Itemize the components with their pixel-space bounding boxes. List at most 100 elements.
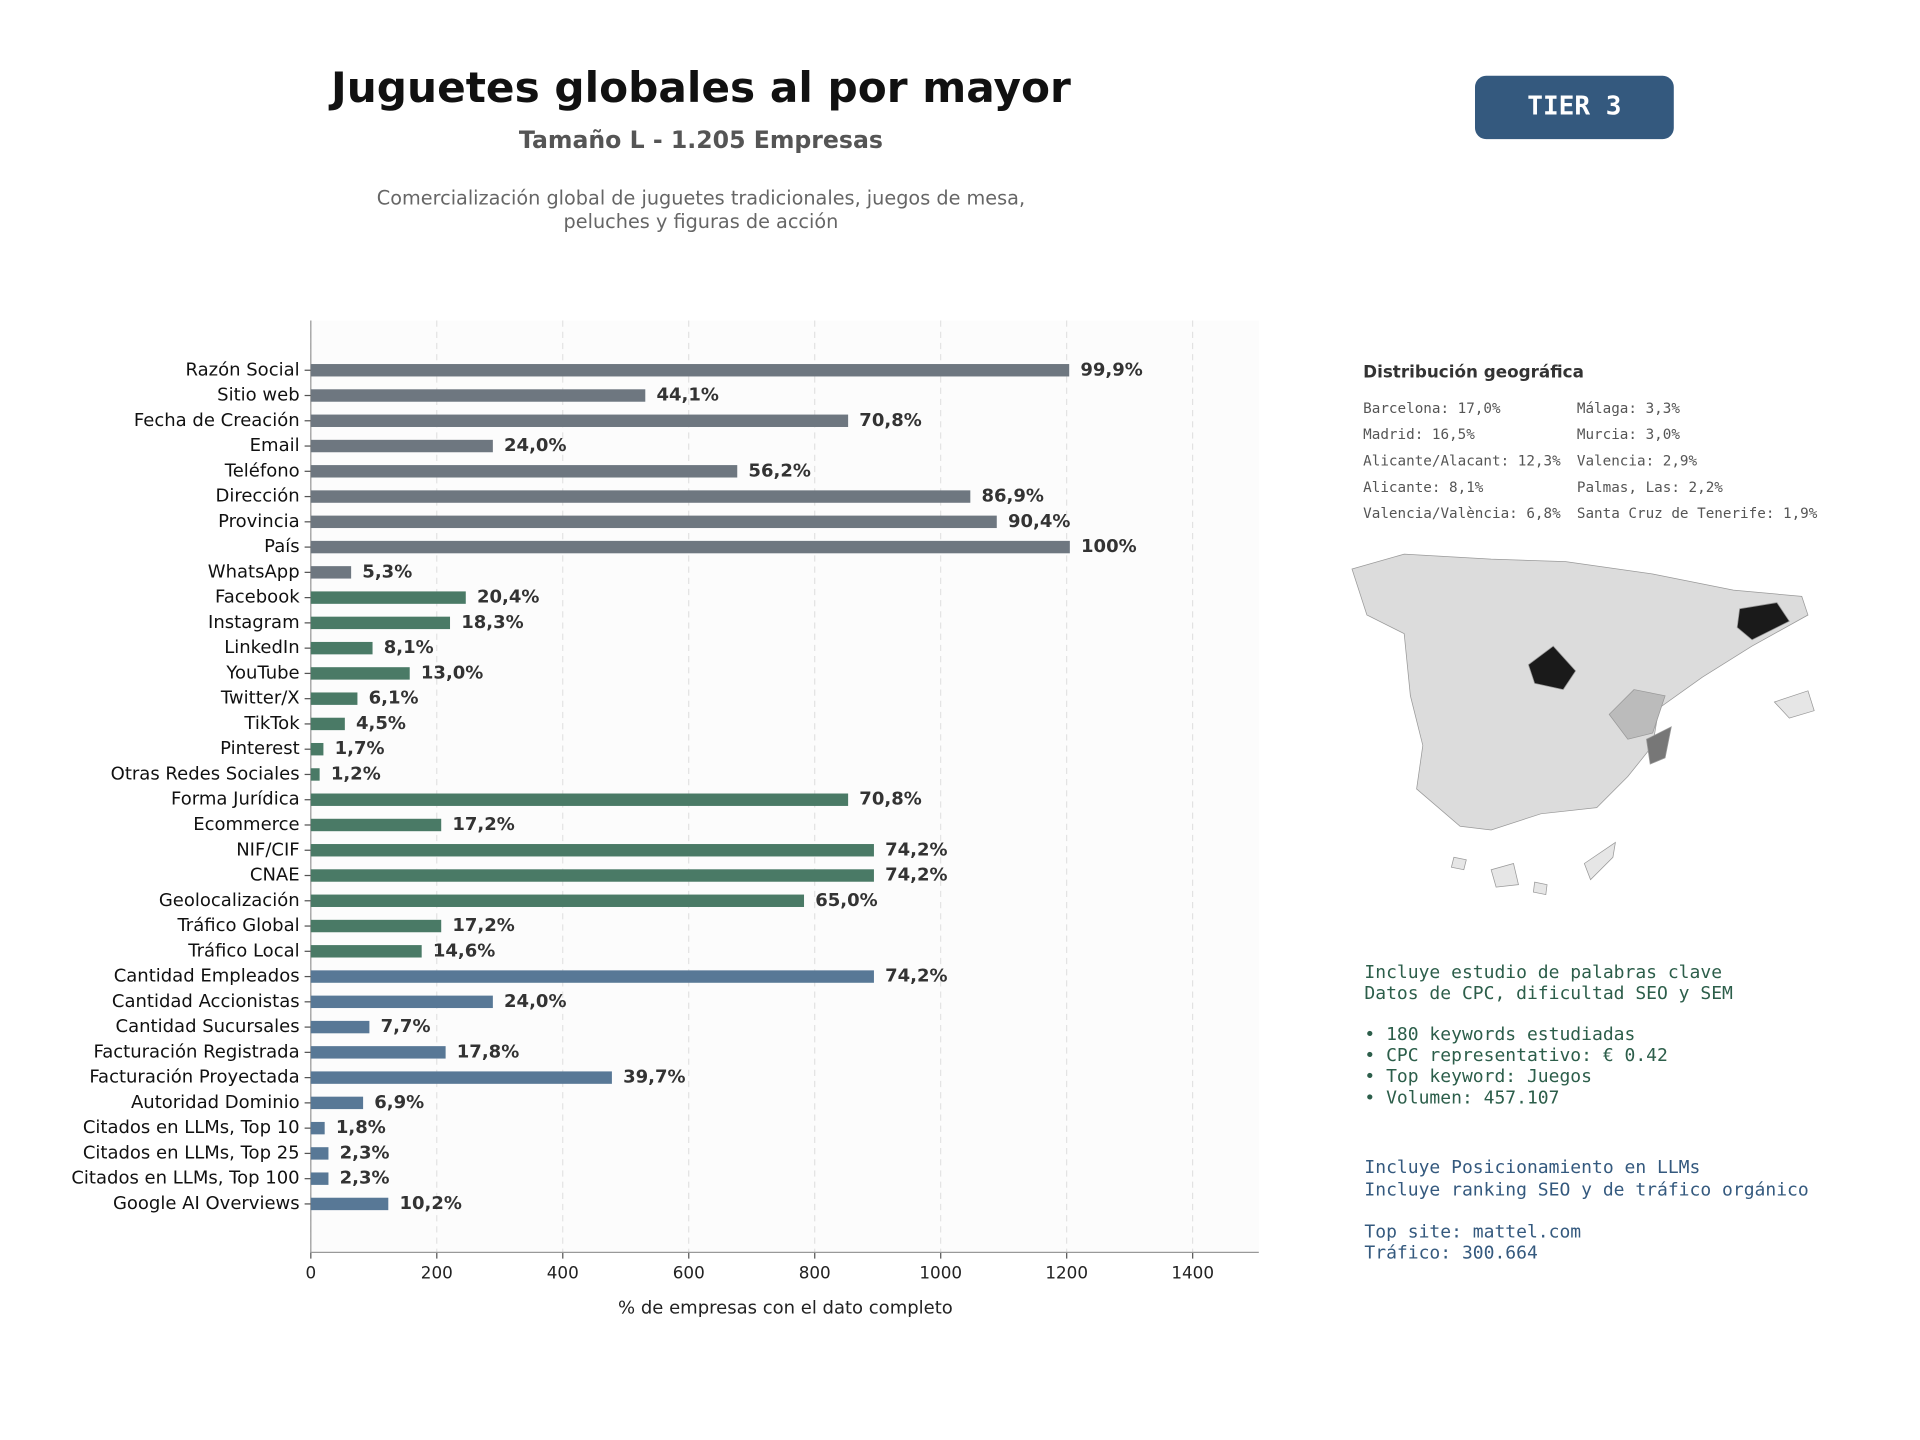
value-label: 65,0%: [815, 890, 877, 911]
x-axis-label: % de empresas con el dato completo: [618, 1297, 953, 1318]
y-tick-label: Cantidad Accionistas: [112, 991, 300, 1012]
y-tick-label: País: [264, 536, 299, 557]
y-tick-label: Fecha de Creación: [134, 410, 300, 431]
bar: [310, 490, 971, 503]
bar: [310, 1172, 329, 1185]
value-label: 1,8%: [336, 1117, 386, 1138]
value-label: 6,9%: [374, 1092, 424, 1113]
bar: [310, 465, 738, 478]
geo-item: Murcia: 3,0%: [1577, 427, 1680, 443]
bar: [310, 515, 997, 529]
x-tick-label: 800: [799, 1263, 831, 1283]
y-tick-label: Provincia: [218, 511, 300, 532]
value-label: 99,9%: [1080, 359, 1142, 380]
value-label: 44,1%: [656, 385, 718, 406]
y-tick-label: Email: [250, 435, 300, 456]
bar: [310, 1197, 389, 1211]
llm-info: Tráfico: 300.664: [1364, 1243, 1537, 1264]
value-label: 24,0%: [504, 991, 566, 1012]
y-tick-label: Cantidad Sucursales: [116, 1016, 300, 1037]
bar: [310, 566, 352, 579]
y-tick-label: Facturación Proyectada: [89, 1067, 299, 1088]
value-label: 86,9%: [982, 486, 1044, 507]
value-label: 5,3%: [362, 561, 412, 582]
bar: [310, 818, 442, 832]
keyword-info: • Top keyword: Juegos: [1364, 1066, 1592, 1087]
description: peluches y figuras de acción: [564, 210, 839, 233]
bar: [310, 1121, 325, 1135]
keyword-info: • Volumen: 457.107: [1364, 1087, 1559, 1108]
bar: [310, 970, 874, 983]
y-tick-label: CNAE: [250, 865, 300, 886]
y-tick-label: Citados en LLMs, Top 25: [83, 1142, 300, 1163]
chart-title: Juguetes globales al por mayor: [328, 63, 1071, 112]
value-label: 56,2%: [748, 460, 810, 481]
bar: [310, 945, 422, 958]
x-tick-label: 1400: [1171, 1263, 1214, 1283]
y-tick-label: Autoridad Dominio: [131, 1092, 300, 1113]
keyword-info: Incluye estudio de palabras clave: [1364, 962, 1722, 983]
value-label: 7,7%: [381, 1016, 431, 1037]
y-tick-label: Teléfono: [224, 460, 300, 481]
bar: [310, 364, 1070, 377]
y-tick-label: Instagram: [208, 612, 300, 633]
value-label: 39,7%: [623, 1067, 685, 1088]
geo-item: Palmas, Las: 2,2%: [1577, 480, 1723, 496]
bar: [310, 742, 324, 756]
llm-info: Top site: mattel.com: [1364, 1222, 1581, 1243]
x-tick-label: 600: [673, 1263, 705, 1283]
bar: [310, 717, 345, 731]
value-label: 17,2%: [452, 915, 514, 936]
y-tick-label: Ecommerce: [193, 814, 299, 835]
bar: [310, 869, 874, 882]
geo-item: Barcelona: 17,0%: [1363, 401, 1501, 417]
y-tick-label: Geolocalización: [159, 890, 300, 911]
geo-item: Valencia/València: 6,8%: [1363, 506, 1561, 522]
value-label: 18,3%: [461, 612, 523, 633]
bar: [310, 1046, 446, 1059]
y-tick-label: Google AI Overviews: [113, 1193, 300, 1214]
value-label: 1,2%: [331, 763, 381, 784]
x-tick-label: 200: [421, 1263, 453, 1283]
value-label: 74,2%: [885, 839, 947, 860]
y-tick-label: Razón Social: [186, 359, 300, 380]
bar: [310, 667, 410, 680]
geo-item: Madrid: 16,5%: [1363, 427, 1475, 443]
geo-item: Málaga: 3,3%: [1577, 401, 1680, 417]
y-tick-label: LinkedIn: [224, 637, 299, 658]
bar: [310, 540, 1070, 554]
bar: [310, 768, 320, 781]
description: Comercialización global de juguetes trad…: [377, 186, 1025, 209]
bar: [310, 591, 466, 604]
geo-item: Valencia: 2,9%: [1577, 453, 1698, 469]
value-label: 4,5%: [356, 713, 406, 734]
y-tick-label: Forma Jurídica: [171, 789, 300, 810]
value-label: 1,7%: [335, 738, 385, 759]
x-tick-label: 0: [305, 1263, 316, 1283]
value-label: 70,8%: [859, 410, 921, 431]
y-tick-label: Cantidad Empleados: [114, 966, 300, 987]
tier-badge: [1474, 75, 1674, 140]
x-tick-label: 1000: [919, 1263, 962, 1283]
bar: [310, 616, 451, 630]
bar: [310, 894, 805, 907]
value-label: 14,6%: [433, 940, 495, 961]
map: [1351, 553, 1815, 896]
value-label: 74,2%: [885, 865, 947, 886]
value-label: 17,2%: [452, 814, 514, 835]
x-tick-label: 1200: [1045, 1263, 1088, 1283]
chart-subtitle: Tamaño L - 1.205 Empresas: [519, 126, 883, 154]
value-label: 2,3%: [340, 1142, 390, 1163]
value-label: 100%: [1081, 536, 1137, 557]
keyword-info: Datos de CPC, dificultad SEO y SEM: [1364, 983, 1733, 1004]
y-tick-label: Tráfico Local: [187, 940, 299, 961]
y-tick-label: Citados en LLMs, Top 10: [83, 1117, 300, 1138]
value-label: 74,2%: [885, 966, 947, 987]
bar: [310, 641, 373, 655]
bar: [310, 844, 874, 857]
bar: [310, 1020, 370, 1034]
y-tick-label: NIF/CIF: [236, 839, 299, 860]
geo-item: Santa Cruz de Tenerife: 1,9%: [1577, 506, 1818, 522]
tier-label: TIER 3: [1527, 91, 1621, 121]
bar: [310, 793, 849, 806]
